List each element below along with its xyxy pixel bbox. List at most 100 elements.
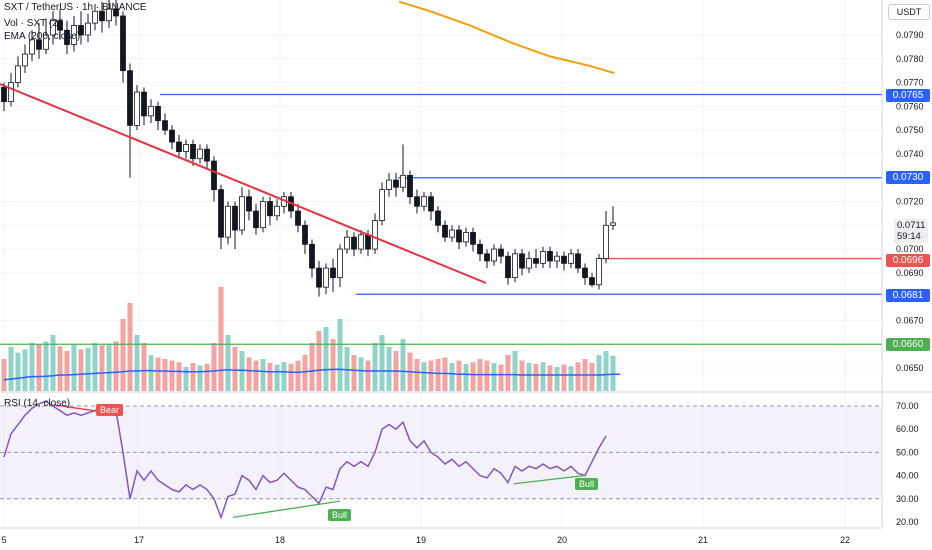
candle-body [127, 70, 133, 126]
candle-body [519, 253, 525, 269]
volume-bar [176, 362, 182, 391]
price-tick: 0.0650 [896, 363, 924, 373]
volume-bar [400, 339, 406, 391]
candle-body [358, 234, 364, 250]
candle-body [498, 248, 504, 257]
symbol-title: SXT / TetherUS · 1h · BINANCE [4, 2, 147, 13]
volume-ma-line [3, 368, 620, 381]
downtrend-line [0, 83, 487, 284]
rsi-legend[interactable]: RSI (14, close) [4, 398, 74, 409]
volume-bar [71, 344, 77, 391]
candle-body [456, 229, 462, 243]
symbol-legend[interactable]: SXT / TetherUS · 1h · BINANCE [4, 2, 150, 13]
candle-body [547, 251, 553, 262]
candle-body [575, 253, 581, 269]
candle-body [99, 10, 105, 22]
candle-body [596, 258, 602, 286]
candle-body [414, 196, 420, 207]
candle-body [36, 39, 42, 50]
candle-body [449, 229, 455, 238]
candle-body [526, 258, 532, 269]
rsi-tick: 50.00 [896, 447, 919, 457]
price-tick: 0.0670 [896, 315, 924, 325]
volume-legend[interactable]: Vol · SXT (20 [4, 18, 67, 29]
price-tick: 0.0790 [896, 30, 924, 40]
volume-bar [603, 351, 609, 391]
candle-body [407, 174, 413, 198]
candle-body [589, 277, 595, 286]
volume-bar [22, 349, 28, 391]
volume-bar [428, 360, 434, 391]
volume-bar [218, 287, 224, 391]
volume-bar [456, 360, 462, 391]
bear-divergence-label: Bear [96, 404, 124, 416]
level-tag-0730: 0.0730 [886, 171, 930, 184]
volume-bar [512, 351, 518, 391]
candle-body [568, 253, 574, 264]
volume-bar [36, 344, 42, 391]
candle-body [316, 267, 322, 288]
volume-bar [491, 363, 497, 391]
volume-bar [568, 366, 574, 391]
volume-bar [267, 363, 273, 391]
price-tick: 0.0720 [896, 197, 924, 207]
currency-selector[interactable]: USDT [888, 4, 930, 20]
volume-bar [554, 367, 560, 391]
volume-bar [295, 360, 301, 391]
volume-bar [323, 327, 329, 391]
price-tick: 0.0690 [896, 268, 924, 278]
candle-body [162, 120, 168, 131]
candle-body [505, 255, 511, 279]
candle-body [295, 210, 301, 226]
candle-body [246, 196, 252, 212]
volume-bar [505, 355, 511, 391]
candle-body [43, 34, 49, 50]
bull-divergence-line-2 [513, 474, 585, 485]
volume-bar [148, 355, 154, 391]
volume-bar [442, 357, 448, 391]
candle-body [540, 251, 546, 264]
candle-body [484, 253, 490, 262]
volume-bar [533, 363, 539, 391]
ema-legend[interactable]: EMA (200, close) [4, 31, 84, 42]
volume-bar [526, 363, 532, 391]
volume-bar [120, 319, 126, 391]
price-tick: 0.0700 [896, 244, 924, 254]
candle-body [190, 144, 196, 160]
volume-bar [358, 357, 364, 391]
candle-body [8, 82, 14, 102]
volume-bar [253, 360, 259, 391]
candle-body [379, 189, 385, 221]
candle-body [15, 65, 21, 83]
volume-bar [204, 363, 210, 391]
candle-body [470, 232, 476, 245]
volume-bar [232, 347, 238, 391]
bull-divergence-label: Bull [328, 509, 352, 521]
volume-bar [246, 357, 252, 391]
level-tag-0660: 0.0660 [886, 338, 930, 351]
candle-body [22, 53, 28, 67]
candle-body [106, 8, 112, 22]
volume-bar [421, 362, 427, 391]
candle-body [148, 105, 154, 117]
volume-bar [85, 347, 91, 391]
candle-body [533, 258, 539, 264]
volume-bar [519, 360, 525, 391]
candle-body [225, 205, 231, 238]
volume-bar [162, 359, 168, 391]
time-tick: 22 [840, 535, 850, 545]
volume-bar [50, 335, 56, 391]
candle-body [323, 267, 329, 288]
volume-bar [239, 351, 245, 391]
volume-bar [29, 343, 35, 391]
time-tick: 17 [134, 535, 144, 545]
volume-bar [372, 343, 378, 391]
volume-bar [351, 355, 357, 391]
volume-bar [589, 363, 595, 391]
ema-label: EMA (200, close) [4, 31, 81, 42]
candle-body [253, 210, 259, 229]
candle-body [491, 248, 497, 262]
volume-bar [225, 335, 231, 391]
candle-body [120, 15, 126, 72]
